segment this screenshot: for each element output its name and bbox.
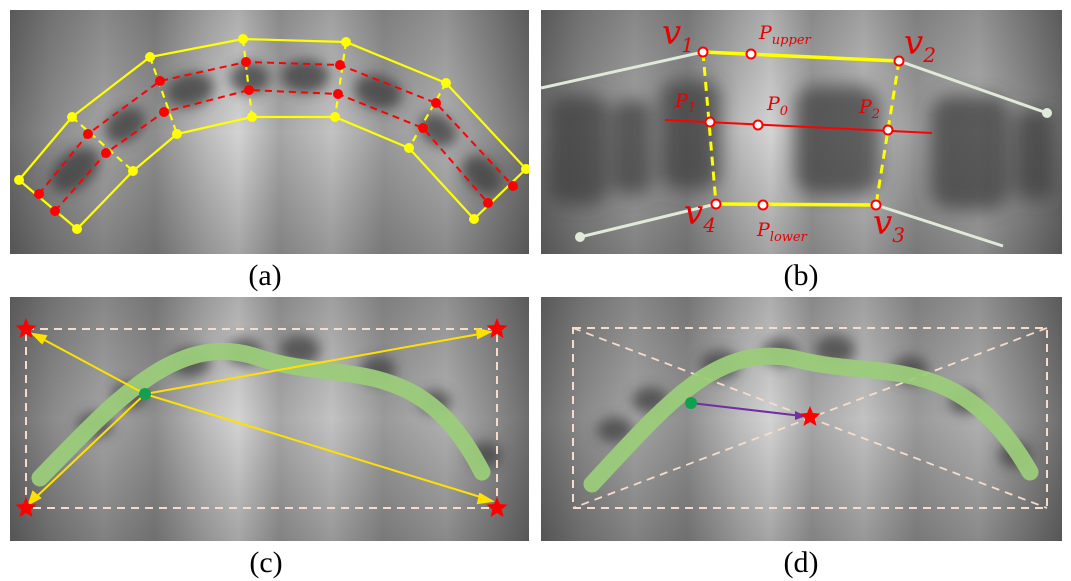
caption-b: (b) bbox=[784, 259, 819, 292]
label-v1: v1 bbox=[662, 13, 694, 57]
tooth-quad bbox=[701, 50, 901, 207]
corner-arrows bbox=[27, 327, 495, 507]
panel-d-image bbox=[541, 297, 1062, 541]
arch-curve-d bbox=[583, 347, 1039, 493]
arch-curve bbox=[31, 342, 491, 487]
bounding-box-d bbox=[572, 327, 1048, 509]
label-p2: P2 bbox=[858, 96, 880, 122]
curve-point-d bbox=[685, 397, 697, 409]
label-p0: P0 bbox=[766, 93, 788, 119]
label-p-upper: Pupper bbox=[758, 22, 812, 48]
boundary-points bbox=[14, 34, 529, 234]
label-p-lower: Plower bbox=[756, 219, 808, 245]
panel-c-image bbox=[10, 297, 529, 541]
panel-d: (d) bbox=[541, 297, 1062, 579]
centerline-points bbox=[34, 57, 518, 216]
caption-c: (c) bbox=[249, 546, 282, 579]
bounding-box bbox=[25, 328, 498, 509]
caption-a: (a) bbox=[248, 259, 281, 292]
panel-a-image bbox=[10, 10, 529, 254]
caption-d: (d) bbox=[784, 546, 819, 579]
adjacent-tooth-lines bbox=[541, 50, 1048, 248]
center-arrow bbox=[690, 402, 803, 417]
panel-b: v1 v2 v4 v3 Pupper Plower P0 P1 P2 (b) bbox=[541, 10, 1062, 292]
panel-a: (a) bbox=[10, 10, 529, 292]
curve-point bbox=[139, 388, 151, 400]
center-star bbox=[799, 406, 821, 426]
label-v3: v3 bbox=[873, 203, 905, 247]
label-p1: P1 bbox=[674, 90, 696, 116]
panel-b-image bbox=[541, 10, 1062, 254]
panel-c: (c) bbox=[10, 297, 529, 579]
key-points bbox=[697, 46, 905, 211]
label-v4: v4 bbox=[684, 193, 716, 237]
corner-stars bbox=[15, 318, 508, 517]
label-v2: v2 bbox=[904, 23, 936, 67]
